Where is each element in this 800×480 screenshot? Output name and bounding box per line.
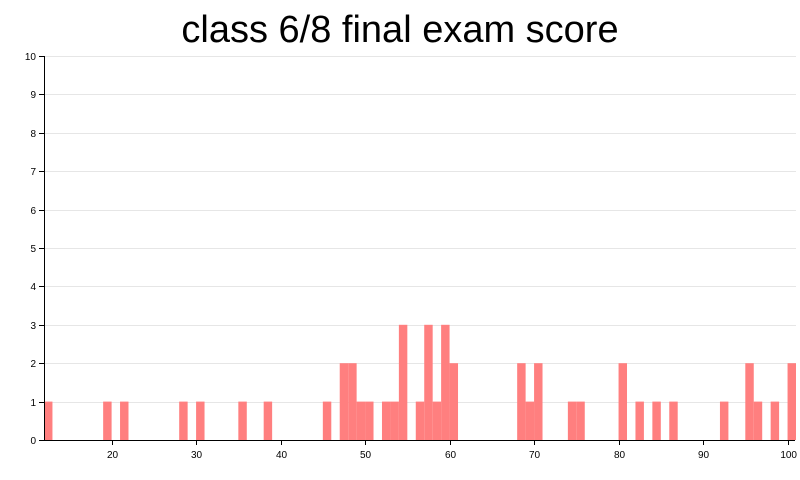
histogram-bar [196, 401, 205, 440]
histogram-bar [424, 324, 433, 440]
y-tick-label: 5 [30, 244, 36, 255]
histogram-bar [576, 401, 585, 440]
y-axis-ticks: 0 1 2 3 4 5 6 7 8 9 10 [25, 52, 44, 447]
histogram-bar [719, 401, 729, 440]
x-tick-label: 50 [360, 450, 372, 461]
histogram-bar [120, 401, 129, 440]
y-tick-label: 8 [30, 129, 36, 140]
histogram-bar [398, 324, 408, 440]
histogram-bar [381, 401, 391, 440]
histogram-bar [534, 363, 543, 440]
grid-lines [44, 56, 796, 403]
y-tick-label: 6 [30, 206, 36, 217]
histogram-bar [449, 363, 459, 440]
histogram-bar [356, 401, 366, 440]
histogram-bar [567, 401, 577, 440]
chart-title: class 6/8 final exam score [181, 9, 618, 51]
x-tick-label: 100 [780, 450, 797, 461]
histogram-bar [441, 324, 450, 440]
x-tick-label: 70 [529, 450, 541, 461]
histogram-bar [635, 401, 644, 440]
histogram-bar [390, 401, 399, 440]
y-tick-label: 10 [25, 52, 37, 63]
x-tick-label: 30 [191, 450, 203, 461]
x-axis-ticks: 20 30 40 50 60 70 80 90 100 [107, 440, 797, 461]
x-tick-label: 80 [614, 450, 626, 461]
histogram-bar [415, 401, 425, 440]
y-tick-label: 3 [30, 321, 36, 332]
histogram-bar [669, 401, 678, 440]
histogram-bar [103, 401, 112, 440]
x-tick-label: 60 [445, 450, 457, 461]
histogram-bars [44, 324, 796, 440]
histogram-bar [238, 401, 247, 440]
histogram-bar [787, 363, 796, 440]
x-tick-label: 90 [698, 450, 710, 461]
x-tick-label: 20 [107, 450, 119, 461]
histogram-bar [652, 401, 661, 440]
histogram-bar [753, 401, 763, 440]
histogram-bar [339, 363, 349, 440]
histogram-bar [745, 363, 754, 440]
y-tick-label: 4 [30, 282, 36, 293]
axes [44, 56, 795, 441]
y-tick-label: 1 [30, 398, 36, 409]
x-tick-label: 40 [276, 450, 288, 461]
histogram-bar [770, 401, 780, 440]
histogram-bar [618, 363, 628, 440]
histogram-bar [179, 401, 188, 440]
histogram-bar [365, 401, 374, 440]
histogram-bar [263, 401, 273, 440]
y-tick-label: 9 [30, 90, 36, 101]
histogram-bar [525, 401, 535, 440]
histogram-bar [322, 401, 332, 440]
y-tick-label: 0 [30, 436, 36, 447]
histogram-bar [44, 401, 53, 440]
y-tick-label: 2 [30, 359, 36, 370]
histogram-bar [517, 363, 526, 440]
histogram-bar [432, 401, 442, 440]
histogram-bar [348, 363, 357, 440]
y-tick-label: 7 [30, 167, 36, 178]
